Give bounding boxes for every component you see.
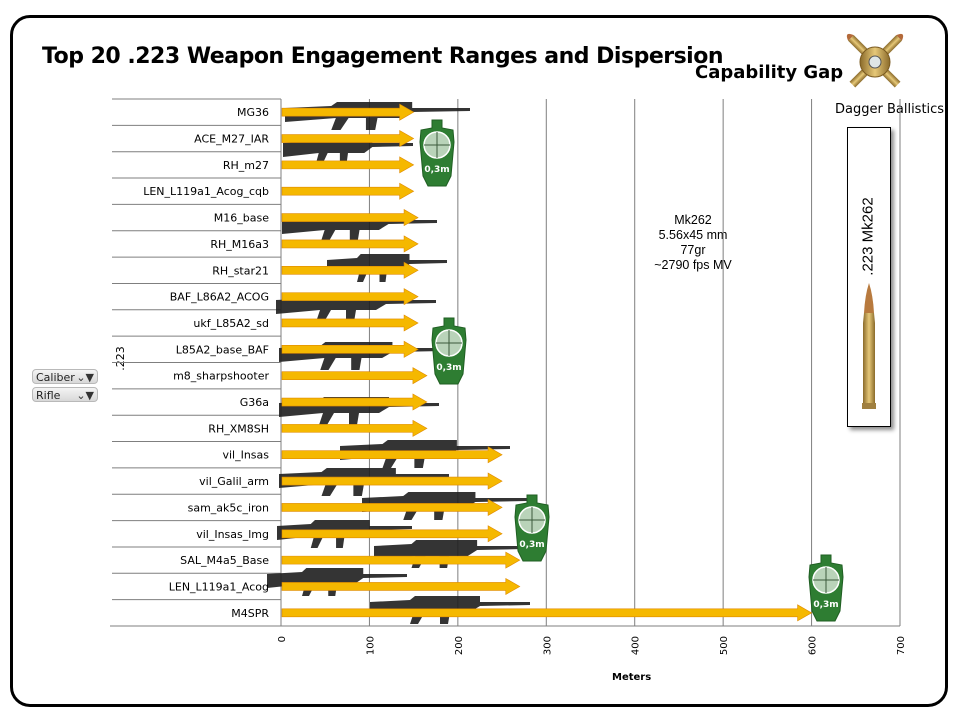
ammo-note-line: Mk262	[674, 213, 712, 227]
category-label: M4SPR	[231, 607, 269, 620]
cartridge-icon	[862, 283, 876, 409]
x-tick-label: 0	[277, 636, 288, 642]
target-silhouette-icon: 0,3m	[514, 494, 550, 562]
chart-frame	[10, 15, 948, 707]
rifle-silhouette	[267, 568, 407, 596]
category-label: RH_star21	[212, 264, 269, 277]
filter-icon: ⌄▼	[76, 389, 94, 402]
category-label: MG36	[237, 106, 269, 119]
range-arrow	[281, 472, 503, 490]
range-arrow	[281, 525, 503, 543]
filter-icon: ⌄▼	[76, 371, 94, 384]
brand-label: Dagger Ballistics	[835, 102, 945, 117]
target-dispersion-label: 0,3m	[424, 165, 449, 175]
rifle-image-icon	[267, 568, 407, 596]
range-arrow	[281, 340, 419, 358]
caliber-filter-button[interactable]: Caliber ⌄▼	[32, 369, 98, 384]
range-arrow	[281, 314, 419, 332]
range-arrow	[281, 498, 503, 516]
rifle-image-icon	[374, 540, 524, 568]
rifle-image-icon	[283, 137, 413, 165]
range-arrow	[281, 209, 419, 227]
category-label: SAL_M4a5_Base	[180, 554, 269, 567]
target-silhouette-icon: 0,3m	[808, 554, 844, 622]
target-dispersion-label: 0,3m	[436, 363, 461, 373]
category-label: vil_Insas	[222, 449, 269, 462]
rifle-image-icon	[276, 294, 436, 322]
ammo-box: .223 Mk262	[847, 127, 891, 427]
rifle-silhouette	[283, 137, 413, 165]
range-arrow	[281, 604, 813, 622]
range-arrow	[281, 130, 415, 148]
target-silhouette-icon: 0,3m	[431, 317, 467, 385]
chart-title: Top 20 .223 Weapon Engagement Ranges and…	[42, 44, 724, 69]
range-arrow	[281, 156, 415, 174]
x-tick-label: 200	[454, 636, 465, 655]
rifle-silhouette	[276, 294, 436, 322]
category-label: M16_base	[214, 212, 269, 225]
capability-gap-label: Capability Gap	[695, 62, 844, 83]
category-label: RH_XM8SH	[208, 422, 269, 435]
range-arrow	[281, 235, 419, 253]
category-label: ACE_M27_IAR	[194, 133, 269, 146]
x-tick-label: 300	[542, 636, 553, 655]
ammo-note: Mk262 5.56x45 mm 77gr ~2790 fps MV	[628, 213, 758, 273]
target-dispersion-label: 0,3m	[813, 600, 838, 610]
target-dispersion-label: 0,3m	[519, 540, 544, 550]
x-tick-label: 500	[719, 636, 730, 655]
range-arrow	[281, 182, 415, 200]
target-silhouette-icon: 0,3m	[419, 119, 455, 187]
range-arrow	[281, 288, 419, 306]
range-arrow	[281, 103, 415, 121]
category-label: ukf_L85A2_sd	[193, 317, 269, 330]
category-label: m8_sharpshooter	[173, 370, 269, 383]
range-arrow	[281, 577, 521, 595]
dagger-ballistics-logo-icon	[846, 33, 904, 88]
category-label: L85A2_base_BAF	[176, 343, 269, 356]
filter-label: Caliber	[36, 371, 75, 384]
range-arrow	[281, 367, 428, 385]
category-label: vil_Galil_arm	[199, 475, 269, 488]
x-tick-label: 100	[365, 636, 376, 655]
range-arrow	[281, 446, 503, 464]
rifle-silhouette	[374, 540, 524, 568]
category-label: RH_m27	[223, 159, 269, 172]
filter-label: Rifle	[36, 389, 61, 402]
x-tick-label: 700	[896, 636, 907, 655]
category-label: BAF_L86A2_ACOG	[170, 291, 269, 304]
rifle-filter-button[interactable]: Rifle ⌄▼	[32, 387, 98, 402]
category-label: LEN_L119a1_Acog	[169, 580, 269, 593]
category-label: vil_Insas_lmg	[196, 528, 269, 541]
ammo-note-line: 77gr	[680, 243, 706, 257]
ammo-note-line: 5.56x45 mm	[658, 228, 728, 242]
range-arrow	[281, 419, 428, 437]
ammo-note-line: ~2790 fps MV	[654, 258, 732, 272]
category-label: G36a	[240, 396, 269, 409]
category-label: sam_ak5c_iron	[188, 501, 269, 514]
x-axis-title: Meters	[612, 672, 652, 683]
x-tick-label: 600	[808, 636, 819, 655]
range-arrow	[281, 393, 428, 411]
range-arrow	[281, 551, 521, 569]
category-label: RH_M16a3	[210, 238, 269, 251]
category-label: LEN_L119a1_Acog_cqb	[143, 185, 269, 198]
x-tick-label: 400	[631, 636, 642, 655]
range-arrow	[281, 261, 419, 279]
